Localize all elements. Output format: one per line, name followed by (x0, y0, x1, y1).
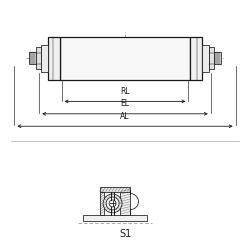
Bar (36, 48, 42, 69)
Bar (208, 48, 214, 69)
Bar (190, 37, 202, 80)
Bar (83, 215, 148, 221)
Bar (28, 52, 36, 64)
Bar (42, 45, 48, 72)
Bar (214, 52, 222, 64)
Bar (48, 37, 60, 80)
Text: AL: AL (120, 112, 130, 121)
Bar (120, 190, 130, 215)
Circle shape (103, 194, 122, 213)
Bar (100, 192, 104, 215)
Bar (202, 45, 208, 72)
Text: RL: RL (120, 87, 130, 96)
Bar (60, 37, 190, 80)
Text: EL: EL (120, 99, 130, 108)
Bar (100, 187, 130, 192)
Text: S1: S1 (119, 230, 131, 239)
Circle shape (109, 200, 116, 207)
Circle shape (106, 197, 119, 210)
